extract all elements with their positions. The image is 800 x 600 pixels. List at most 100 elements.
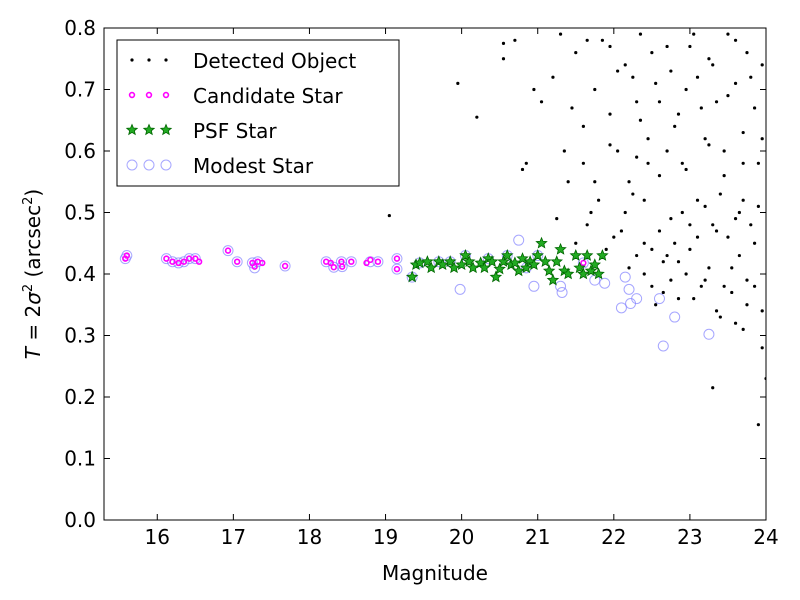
data-point	[711, 223, 715, 227]
data-point	[562, 149, 566, 153]
data-point	[657, 174, 662, 178]
data-point	[703, 278, 707, 282]
data-point	[745, 303, 749, 307]
data-point	[348, 258, 355, 265]
data-point	[580, 249, 594, 261]
legend-marker-star	[125, 123, 173, 136]
data-point	[657, 229, 662, 233]
x-tick-label: 16	[145, 525, 170, 549]
data-point	[669, 311, 681, 323]
data-point	[616, 149, 620, 153]
plot-area	[119, 32, 766, 427]
data-point	[745, 278, 749, 282]
y-tick-label: 0.6	[64, 139, 96, 163]
data-point	[508, 256, 522, 269]
data-point	[699, 284, 703, 288]
y-tick-label: 0.7	[64, 78, 96, 102]
y-tick-label: 0.8	[64, 16, 96, 40]
data-point	[684, 167, 688, 172]
data-point	[520, 261, 533, 274]
data-point	[600, 38, 605, 42]
data-point	[596, 198, 601, 202]
data-point	[673, 241, 677, 245]
data-point	[393, 255, 401, 262]
data-point	[680, 210, 684, 215]
legend-marker-dot	[130, 58, 168, 62]
data-point	[638, 118, 643, 122]
data-point	[760, 346, 764, 350]
legend-marker-point	[125, 123, 139, 136]
legend-box	[116, 39, 400, 187]
data-point	[192, 255, 199, 262]
data-point	[330, 264, 337, 271]
data-point	[524, 161, 528, 165]
data-point	[635, 155, 639, 159]
data-point	[642, 198, 646, 202]
data-point	[642, 272, 646, 276]
y-tick-label: 0.4	[64, 262, 96, 286]
x-tick-label: 21	[525, 525, 550, 549]
data-point	[554, 242, 567, 255]
data-point	[665, 253, 669, 258]
y-tick-label: 0.0	[64, 508, 96, 532]
data-point	[737, 253, 741, 258]
x-tick-label: 17	[221, 525, 246, 549]
data-point	[692, 32, 696, 36]
data-point	[646, 137, 650, 141]
data-point	[650, 247, 654, 251]
y-axis-label-eq: = 2	[21, 305, 45, 347]
data-point	[424, 261, 438, 274]
data-point	[556, 286, 568, 298]
data-point	[593, 180, 597, 184]
legend-item-psf-star: PSF Star	[125, 119, 277, 143]
data-point	[550, 255, 563, 267]
y-axis-label-close: )	[21, 189, 45, 197]
data-point	[367, 256, 374, 264]
data-point	[619, 271, 631, 283]
legend-label: Modest Star	[193, 154, 314, 178]
legend: Detected Object Candidate Star PSF Star …	[116, 39, 400, 187]
data-point	[454, 283, 466, 295]
data-point	[160, 253, 172, 265]
data-point	[233, 258, 241, 265]
legend-item-modest-star: Modest Star	[126, 154, 314, 178]
data-point	[714, 100, 719, 104]
x-tick-label: 20	[449, 525, 474, 549]
data-point	[455, 258, 468, 271]
data-point	[463, 255, 476, 267]
data-point	[688, 247, 692, 251]
data-point	[542, 264, 556, 277]
data-point	[596, 249, 609, 261]
data-point	[387, 213, 391, 218]
data-point	[459, 249, 472, 261]
data-point	[555, 217, 559, 221]
data-point	[714, 309, 719, 313]
y-ticks: 0.0 0.1 0.2 0.3 0.4 0.5 0.6 0.7 0.8	[64, 16, 766, 532]
legend-marker-point	[160, 159, 172, 171]
data-point	[327, 259, 334, 267]
data-point	[535, 236, 548, 249]
data-point	[695, 198, 700, 202]
legend-marker-point	[164, 58, 168, 62]
data-point	[539, 255, 552, 267]
data-point	[561, 267, 575, 280]
data-point	[345, 256, 357, 268]
data-point	[654, 81, 658, 85]
data-point	[726, 32, 730, 36]
data-point	[512, 264, 525, 277]
data-point	[475, 115, 479, 119]
data-point	[661, 290, 665, 295]
data-point	[733, 38, 738, 42]
data-point	[627, 180, 631, 184]
data-point	[623, 210, 627, 215]
data-point	[653, 293, 665, 305]
data-point	[166, 256, 178, 268]
data-point	[169, 258, 176, 265]
data-point	[259, 259, 266, 267]
y-axis-label-sup1: 2	[21, 284, 36, 292]
data-point	[615, 302, 627, 314]
data-point	[569, 249, 582, 261]
data-point	[570, 106, 574, 110]
data-point	[733, 217, 738, 221]
data-point	[456, 81, 460, 85]
